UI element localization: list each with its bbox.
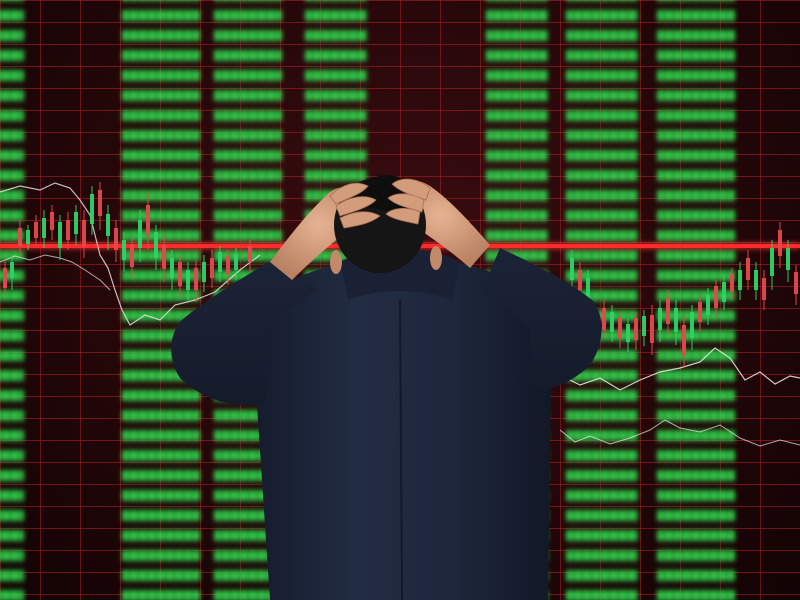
quote-column (0, 0, 24, 600)
trend-line-right (559, 347, 800, 391)
left-arm (171, 262, 318, 405)
fingers (329, 178, 431, 229)
left-ear (330, 250, 342, 274)
candlesticks-left (3, 182, 252, 302)
trend-line-left (0, 182, 261, 326)
right-arm (482, 248, 602, 390)
candlesticks-right (570, 222, 798, 368)
right-ear (430, 246, 442, 270)
back-seam (399, 299, 403, 600)
trend-line-right-2 (559, 419, 800, 447)
quote-column (122, 0, 200, 600)
